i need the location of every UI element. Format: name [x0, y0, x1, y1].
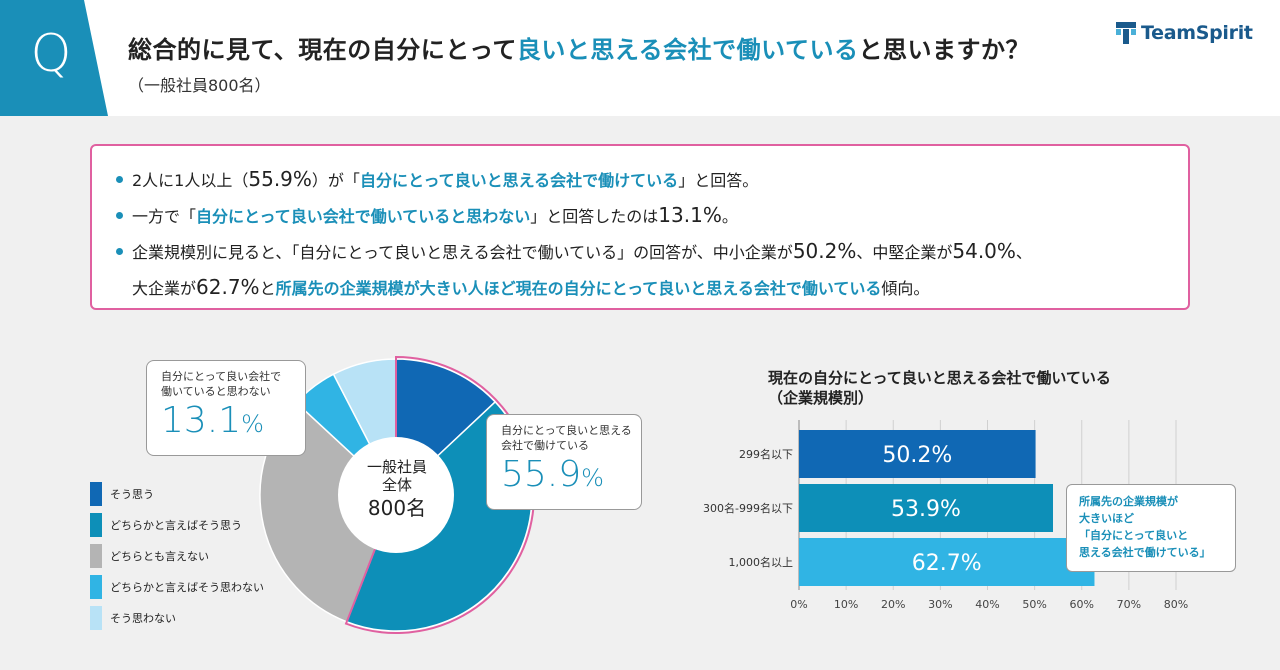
neg-callout-label-2: 働いていると思わない [161, 385, 271, 398]
page-subtitle: （一般社員800名） [128, 76, 271, 95]
q-block [0, 0, 108, 116]
b1-e: 」と回答。 [678, 171, 759, 190]
pie-callout-negative: 自分にとって良い会社で 働いていると思わない 13.1% [146, 360, 306, 456]
title-post: と思いますか？ [858, 36, 1030, 64]
legend-item-5: そう思わない [90, 602, 264, 633]
b4-c: と [259, 279, 276, 298]
bar-2 [799, 484, 1054, 532]
pie-chart [259, 355, 535, 634]
b3-e: 、 [1015, 243, 1032, 262]
x-tick-label: 60% [1070, 598, 1094, 611]
pie-callout-positive: 自分にとって良いと思える 会社で働けている 55.9% [486, 414, 642, 510]
b1-c: ）が「 [311, 171, 360, 190]
legend-item-2: どちらかと言えばそう思う [90, 509, 264, 540]
bar-chart: 0% 10% 20% 30% 40% 50% 60% 70% 80% 299名以下 50.2% 300… [703, 420, 1188, 611]
q-letter: Q [30, 24, 72, 84]
pos-callout-value: 55.9% [501, 453, 627, 500]
legend-label: どちらとも言えない [110, 549, 209, 563]
x-tick-label: 20% [881, 598, 905, 611]
bar-3 [799, 538, 1095, 586]
bar-callout-line-1: 所属先の企業規模が [1079, 495, 1178, 508]
b2-a: 一方で「 [132, 207, 197, 226]
bar-callout-line-2: 大きいほど [1079, 512, 1134, 525]
b4-d: 所属先の企業規模が大きい人ほど現在の自分にとって良いと思える会社で働いている [275, 279, 882, 298]
bar-1 [799, 430, 1036, 478]
legend-swatch [90, 512, 102, 537]
title-pre: 総合的に見て、現在の自分にとって [128, 36, 517, 64]
summary-bullet-1: 2人に1人以上（55.9%）が「自分にとって良いと思える会社で働けている」と回答… [116, 162, 1164, 198]
bar-category-label: 1,000名以上 [729, 555, 794, 569]
pos-callout-label-2: 会社で働けている [501, 439, 589, 452]
b2-e: 。 [721, 207, 738, 226]
neg-callout-label-1: 自分にとって良い会社で [161, 370, 282, 383]
neg-value-unit: % [241, 410, 264, 438]
b4-e: 傾向。 [881, 279, 930, 298]
page-title: 総合的に見て、現在の自分にとって良いと思える会社で働いていると思いますか？ [128, 30, 1030, 65]
bar-title-line-1: 現在の自分にとって良いと思える会社で働いている [768, 369, 1111, 387]
legend-item-3: どちらとも言えない [90, 540, 264, 571]
b3-b: 50.2% [792, 239, 857, 263]
header: Q 総合的に見て、現在の自分にとって良いと思える会社で働いていると思いますか？ … [0, 0, 1280, 116]
b3-a: 企業規模別に見ると、「自分にとって良いと思える会社で働いている」の回答が、中小企… [132, 243, 793, 262]
b1-b: 55.9% [248, 167, 312, 191]
legend-item-4: どちらかと言えばそう思わない [90, 571, 264, 602]
teamspirit-logo: TeamSpirit [1116, 22, 1253, 44]
b2-d: 13.1% [658, 203, 722, 227]
x-tick-label: 30% [928, 598, 952, 611]
legend-label: どちらかと言えばそう思わない [110, 580, 264, 594]
neg-callout-value: 13.1% [161, 399, 291, 446]
b2-c: 」と回答したのは [530, 207, 659, 226]
b4-b: 62.7% [196, 275, 260, 299]
b1-a: 2人に1人以上（ [132, 171, 249, 190]
pie-center-line-1: 一般社員 [366, 458, 427, 476]
x-tick-label: 40% [975, 598, 999, 611]
legend-swatch [90, 481, 102, 506]
bar-callout-line-4: 思える会社で働けている」 [1079, 546, 1211, 559]
pie-center-circle [338, 437, 454, 553]
legend-label: そう思う [110, 487, 154, 501]
b4-a: 大企業が [132, 279, 197, 298]
pie-center-label: 一般社員 全体 800名 [352, 458, 442, 522]
x-tick-label: 50% [1022, 598, 1046, 611]
logo-text: TeamSpirit [1141, 22, 1253, 44]
bar-value-label: 53.9% [891, 497, 961, 522]
legend-swatch [90, 605, 102, 630]
summary-bullet-3-cont: 大企業が62.7%と所属先の企業規模が大きい人ほど現在の自分にとって良いと思える… [116, 270, 1164, 306]
x-tick-label: 80% [1164, 598, 1188, 611]
b1-d: 自分にとって良いと思える会社で働けている [359, 171, 679, 190]
pos-value-number: 55.9 [501, 454, 582, 495]
bar-title-line-2: （企業規模別） [768, 389, 874, 407]
pie-center-line-3: 800名 [367, 496, 427, 520]
summary-box: 2人に1人以上（55.9%）が「自分にとって良いと思える会社で働けている」と回答… [90, 144, 1190, 310]
pos-value-unit: % [581, 464, 604, 492]
legend-swatch [90, 543, 102, 568]
x-tick-label: 10% [834, 598, 858, 611]
pie-positive-outline [344, 355, 535, 634]
legend-label: そう思わない [110, 611, 176, 625]
bar-value-label: 50.2% [882, 443, 952, 468]
bar-callout-line-3: 「自分にとって良いと [1079, 529, 1189, 542]
b3-d: 54.0% [952, 239, 1016, 263]
legend-swatch [90, 574, 102, 599]
bar-value-label: 62.7% [912, 551, 982, 576]
pos-callout-label-1: 自分にとって良いと思える [501, 424, 632, 437]
pie-center-line-2: 全体 [381, 476, 412, 494]
bar-callout: 所属先の企業規模が 大きいほど 「自分にとって良いと 思える会社で働けている」 [1066, 484, 1236, 572]
teamspirit-logo-icon [1116, 22, 1136, 44]
title-highlight: 良いと思える会社で働いている [516, 36, 859, 64]
legend-item-1: そう思う [90, 478, 264, 509]
neg-value-number: 13.1 [161, 400, 242, 441]
bar-category-label: 300名-999名以下 [703, 501, 793, 515]
bar-category-label: 299名以下 [739, 447, 793, 461]
x-tick-label: 70% [1117, 598, 1141, 611]
summary-bullet-2: 一方で「自分にとって良い会社で働いていると思わない」と回答したのは13.1%。 [116, 198, 1164, 234]
b2-b: 自分にとって良い会社で働いていると思わない [196, 207, 531, 226]
summary-bullet-3: 企業規模別に見ると、「自分にとって良いと思える会社で働いている」の回答が、中小企… [116, 234, 1164, 270]
x-tick-label: 0% [790, 598, 807, 611]
legend-label: どちらかと言えばそう思う [110, 518, 242, 532]
b3-c: 、中堅企業が [856, 243, 953, 262]
pie-legend: そう思うどちらかと言えばそう思う どちらとも言えないどちらかと言えばそう思わないそ… [90, 478, 264, 633]
bar-chart-title: 現在の自分にとって良いと思える会社で働いている （企業規模別） [768, 368, 1111, 408]
